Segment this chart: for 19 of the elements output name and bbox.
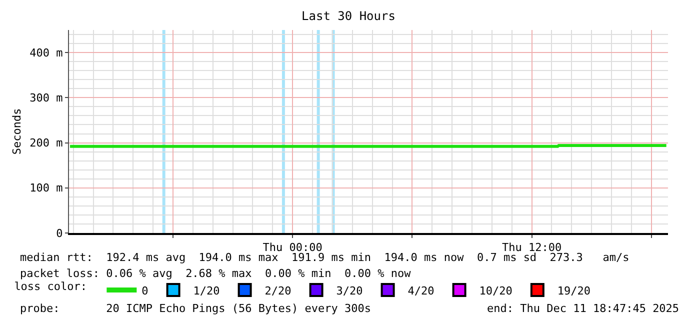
y-tick-label: 100 m [30, 182, 64, 195]
y-tick-label: 300 m [30, 92, 64, 105]
y-tick-label: 400 m [30, 46, 64, 60]
legend-label: 1/20 [193, 284, 220, 298]
legend-label: 2/20 [264, 284, 292, 298]
legend-label: 0 [142, 284, 148, 298]
text: probe: 20 ICMP Echo Pings (56 Bytes) every 300s [20, 302, 371, 315]
text: median rtt: 192.4 ms avg 194.0 ms max 191.9 ms min 194.0 ms now 0.7 ms sd 273.3 am/s [20, 251, 630, 264]
legend-label: 4/20 [408, 284, 434, 298]
text: packet loss: 0.06 % avg 2.68 % max 0.00 % min 0.00 % now [20, 267, 412, 280]
chart-title: Last 30 Hours [302, 9, 396, 24]
y-tick-label: 0 [56, 226, 63, 240]
y-tick-label: 200 m [30, 136, 64, 150]
legend-label: 3/20 [336, 284, 363, 298]
text: end: Thu Dec 11 18:47:45 2025 [487, 302, 680, 315]
legend-label: 10/20 [479, 284, 512, 298]
legend-label: 19/20 [557, 284, 591, 298]
legend-title: loss color: [14, 280, 94, 293]
y-axis-title: Seconds [10, 108, 24, 155]
